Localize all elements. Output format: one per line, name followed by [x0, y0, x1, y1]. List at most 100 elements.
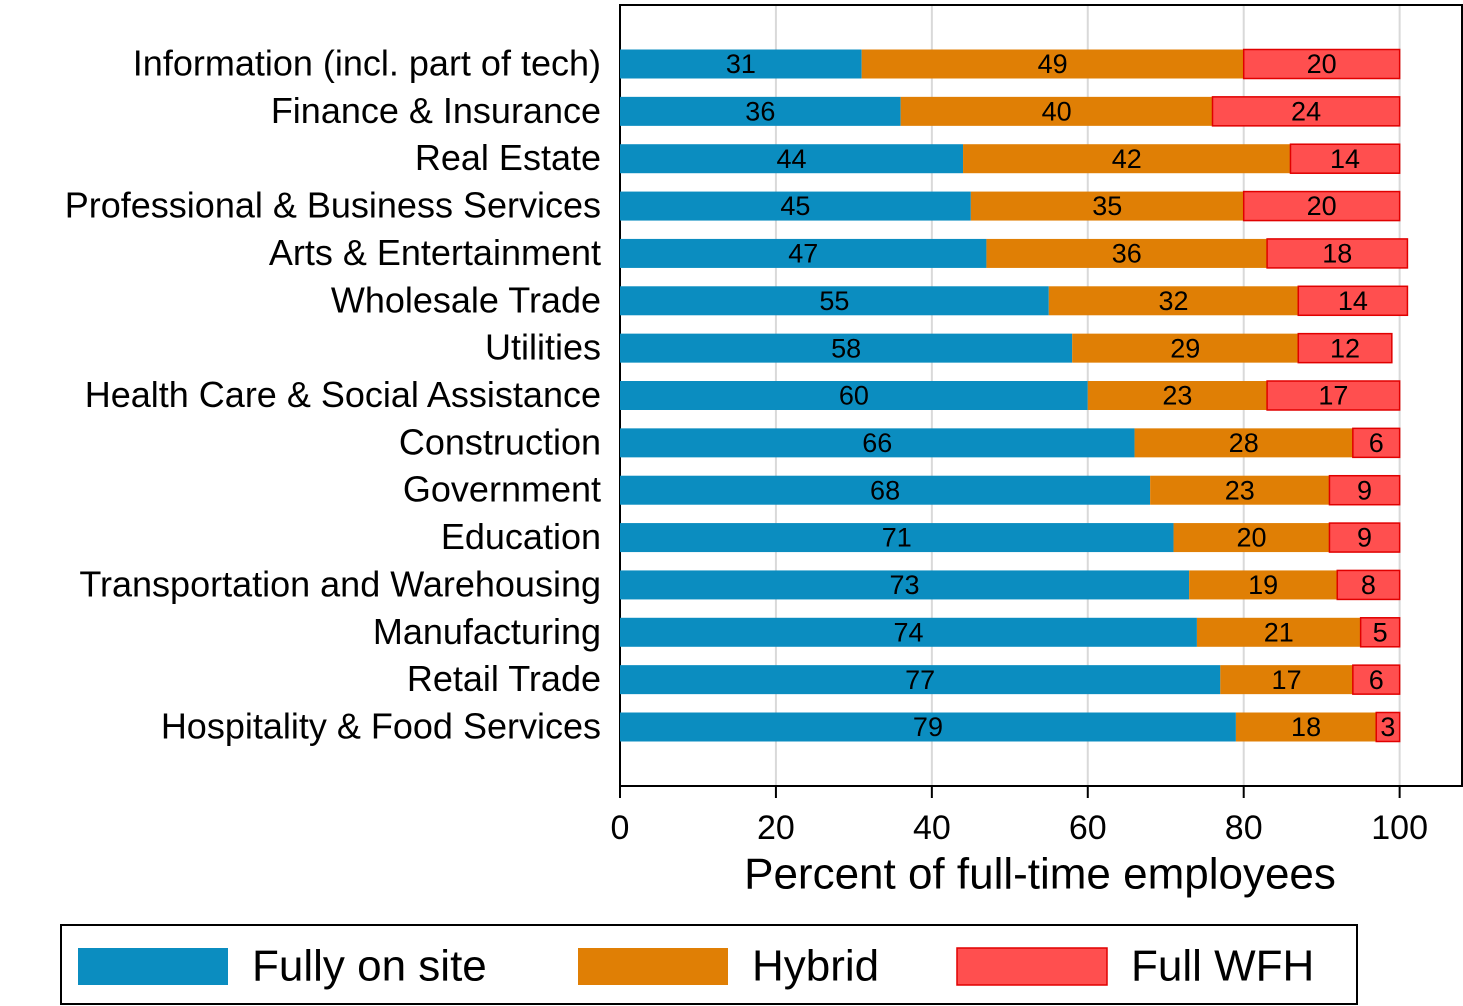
- value-label: 20: [1236, 523, 1266, 553]
- value-label: 12: [1330, 333, 1360, 363]
- bar-segment: [1289, 143, 1401, 174]
- value-label: 74: [893, 617, 923, 647]
- bar-segment: [1352, 664, 1401, 695]
- bar-segment: [620, 96, 901, 126]
- value-label: 66: [862, 428, 892, 458]
- x-axis-label: Percent of full-time employees: [744, 850, 1336, 899]
- value-label: 9: [1357, 475, 1372, 505]
- bar-segment: [620, 381, 1088, 410]
- value-label: 28: [1229, 428, 1259, 458]
- bar-segment: [900, 96, 1213, 126]
- bar-segment: [1196, 617, 1361, 647]
- category-label: Finance & Insurance: [271, 90, 601, 131]
- bar-segment: [1336, 569, 1401, 601]
- value-label: 24: [1291, 96, 1321, 126]
- bar-segment: [620, 712, 1236, 742]
- bar-segment: [1328, 474, 1401, 506]
- bar-segment: [620, 144, 964, 174]
- legend-label: Hybrid: [752, 942, 879, 991]
- category-label: Utilities: [485, 327, 601, 368]
- legend-swatch: [78, 948, 228, 985]
- x-tick-label: 20: [757, 809, 795, 847]
- bar-segment: [1087, 381, 1268, 410]
- value-label: 73: [890, 570, 920, 600]
- bar-segment: [620, 523, 1174, 553]
- bar-segment: [1297, 285, 1409, 317]
- value-label: 36: [1112, 239, 1142, 269]
- value-label: 44: [776, 144, 806, 174]
- value-label: 6: [1369, 665, 1384, 695]
- value-label: 40: [1042, 96, 1072, 126]
- bar-segment: [1235, 712, 1377, 742]
- value-label: 8: [1361, 570, 1376, 600]
- bar-segment: [861, 49, 1244, 79]
- bar-segment: [620, 570, 1190, 600]
- value-label: 6: [1369, 428, 1384, 458]
- value-label: 49: [1038, 49, 1068, 79]
- value-label: 36: [745, 96, 775, 126]
- legend-label: Fully on site: [252, 942, 487, 991]
- bar-segment: [1352, 427, 1401, 459]
- bar-segment: [620, 333, 1073, 363]
- category-label: Manufacturing: [373, 611, 601, 652]
- category-label: Wholesale Trade: [331, 279, 601, 320]
- bar-segment: [1266, 238, 1409, 269]
- bar-segment: [1189, 570, 1338, 600]
- bar-segment: [1375, 711, 1401, 743]
- value-label: 23: [1162, 381, 1192, 411]
- value-label: 29: [1170, 333, 1200, 363]
- value-label: 5: [1373, 617, 1388, 647]
- bar-segment: [1150, 475, 1330, 505]
- value-label: 20: [1307, 49, 1337, 79]
- category-label: Professional & Business Services: [65, 185, 601, 226]
- category-label: Transportation and Warehousing: [79, 563, 601, 604]
- value-label: 3: [1380, 712, 1395, 742]
- value-label: 35: [1092, 191, 1122, 221]
- x-tick-label: 100: [1371, 809, 1428, 847]
- bar-segment: [620, 238, 987, 268]
- category-label: Arts & Entertainment: [269, 232, 601, 273]
- bar-segment: [1173, 523, 1330, 553]
- bar-segment: [620, 617, 1197, 647]
- value-label: 60: [839, 381, 869, 411]
- value-label: 20: [1307, 191, 1337, 221]
- bar-segment: [620, 49, 862, 79]
- value-label: 79: [913, 712, 943, 742]
- x-tick-label: 0: [611, 809, 630, 847]
- value-label: 21: [1264, 617, 1294, 647]
- category-label: Retail Trade: [407, 658, 601, 699]
- value-label: 42: [1112, 144, 1142, 174]
- bar-segment: [620, 665, 1221, 695]
- category-label: Health Care & Social Assistance: [85, 374, 601, 415]
- category-label: Government: [403, 469, 601, 510]
- value-label: 32: [1159, 286, 1189, 316]
- value-label: 68: [870, 475, 900, 505]
- x-tick-label: 60: [1069, 809, 1107, 847]
- category-label: Construction: [399, 421, 601, 462]
- bar-segment: [620, 286, 1049, 316]
- bar-segment: [1134, 428, 1353, 458]
- bar-segment: [620, 428, 1135, 458]
- legend-label: Full WFH: [1131, 942, 1314, 991]
- value-label: 31: [726, 49, 756, 79]
- category-label: Hospitality & Food Services: [161, 706, 601, 747]
- x-tick-label: 80: [1225, 809, 1263, 847]
- value-label: 9: [1357, 523, 1372, 553]
- category-label: Education: [441, 516, 601, 557]
- category-label: Information (incl. part of tech): [133, 43, 601, 84]
- bar-segment: [1048, 286, 1299, 316]
- value-label: 45: [780, 191, 810, 221]
- value-label: 17: [1318, 381, 1348, 411]
- value-label: 18: [1322, 239, 1352, 269]
- value-label: 14: [1338, 286, 1368, 316]
- value-label: 77: [905, 665, 935, 695]
- bar-segment: [1211, 96, 1401, 127]
- bar-segment: [620, 475, 1151, 505]
- bar-segment: [1220, 665, 1353, 695]
- bar-segment: [1328, 522, 1401, 553]
- value-label: 18: [1291, 712, 1321, 742]
- bar-segment: [1266, 380, 1401, 411]
- value-label: 19: [1248, 570, 1278, 600]
- bar-segment: [1072, 333, 1299, 363]
- value-label: 58: [831, 333, 861, 363]
